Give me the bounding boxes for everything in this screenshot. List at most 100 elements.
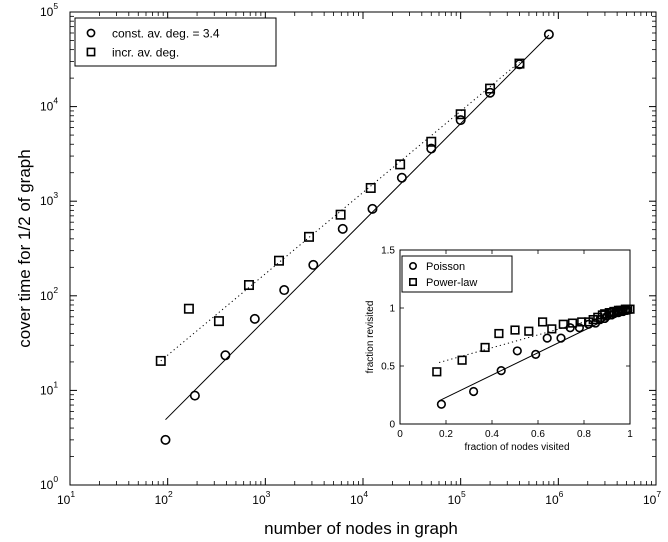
inset-series-2-point [524,326,534,336]
y-tick-label: 104 [40,96,58,114]
inset-series-2-point [583,317,594,327]
series-1-point [543,29,554,40]
inset-series-2-point [457,355,467,365]
legend-box [74,17,277,67]
legend-label-1: const. av. deg. = 3.4 [112,27,220,41]
y-tick-label: 102 [40,285,58,303]
inset-series-2-point [494,328,504,339]
inset-y-tick-label: 1 [389,304,395,315]
inset-frame [399,249,631,425]
x-tick-label: 103 [252,489,270,507]
x-tick-label: 101 [57,489,75,507]
x-tick-label: 107 [643,489,661,507]
x-tick-exponent: 2 [168,489,173,499]
y-tick-exponent: 1 [53,379,58,389]
series-2-point [213,316,224,327]
x-tick-exponent: 1 [70,489,75,499]
series-2-point [485,83,496,94]
x-tick-base: 10 [57,493,71,507]
inset-series-2-point [432,367,442,377]
inset-x-tick-label: 0.8 [577,429,591,440]
series-2-point [304,231,315,242]
inset-series-1-point [574,323,585,333]
x-tick-base: 10 [643,493,657,507]
series-1-point [337,223,348,234]
series-2-point [183,303,194,314]
x-tick-base: 10 [448,493,462,507]
legend-label-2: incr. av. deg. [112,46,179,60]
inset-legend: Poisson Power-law [401,255,513,293]
inset-series-1-point [496,366,506,376]
series-1-point [220,350,231,361]
x-tick-label: 105 [448,489,466,507]
x-tick-label: 106 [545,489,563,507]
y-tick-base: 10 [40,5,54,19]
inset-series-2-point [567,318,578,328]
inset-legend-label-1: Poisson [426,261,465,273]
series-1-point [367,203,378,214]
series-1-point [426,143,437,154]
series-1-point [249,313,260,324]
y-tick-base: 10 [40,100,54,114]
y-tick-base: 10 [40,289,54,303]
y-tick-label: 101 [40,379,58,397]
series-1-point [396,172,407,183]
inset-x-tick-label: 0 [397,429,403,440]
series-1-point [160,434,171,445]
legend-marker-2 [86,47,96,57]
x-tick-exponent: 5 [461,489,466,499]
x-tick-label: 104 [350,489,368,507]
inset-legend-box [401,255,513,293]
series-2-point [273,255,284,266]
y-tick-label: 105 [40,1,58,19]
inset-chart: 0 0.2 0.4 0.6 0.8 1 0 0.5 1 1.5 fraction of nodes … [365,246,635,453]
inset-y-tick-label: 0 [389,420,395,431]
y-tick-exponent: 3 [53,190,58,200]
x-tick-base: 10 [252,493,266,507]
series-1-point [189,390,200,401]
inset-legend-marker-2 [408,277,417,286]
series-1-point [308,259,319,270]
inset-x-tick-label: 0.6 [531,429,545,440]
legend: const. av. deg. = 3.4 incr. av. deg. [74,17,277,67]
x-tick-base: 10 [545,493,559,507]
x-tick-exponent: 6 [559,489,564,499]
x-tick-exponent: 7 [656,489,661,499]
inset-series-2-point [537,317,548,327]
y-tick-base: 10 [40,194,54,208]
series-2-point [365,182,376,193]
inset-x-tick-label: 0.2 [439,429,453,440]
series-2-point [426,136,437,147]
x-tick-exponent: 4 [363,489,368,499]
inset-x-axis-label: fraction of nodes visited [464,442,569,453]
x-tick-exponent: 3 [266,489,271,499]
inset-series-2-point [558,319,568,329]
inset-series-1-point [531,349,541,360]
series-2-point [514,58,525,69]
series-2-point [155,355,166,366]
inset-series-1-point [436,399,447,409]
inset-series-1-point [542,333,552,343]
x-axis-label: number of nodes in graph [264,519,458,538]
series-1-point [455,115,466,126]
inset-y-tick-label: 0.5 [381,362,395,373]
inset-legend-marker-1 [408,261,417,270]
y-tick-label: 100 [40,474,58,492]
x-tick-label: 102 [155,489,173,507]
series-2-point [455,109,466,120]
legend-marker-1 [86,28,96,38]
inset-x-tick-label: 0.4 [485,429,499,440]
y-tick-base: 10 [40,383,54,397]
inset-series-1-point [469,386,479,397]
y-axis-label: cover time for 1/2 of graph [15,149,34,347]
series-2-point [395,159,406,170]
series-2-point [335,209,346,220]
series-2-point [243,280,254,291]
y-tick-label: 103 [40,190,58,208]
plot-frame [69,11,657,486]
inset-legend-label-2: Power-law [426,277,477,289]
inset-y-tick-label: 1.5 [381,246,395,257]
inset-y-axis-label: fraction revisited [365,301,376,374]
inset-series-1-point [512,346,522,356]
